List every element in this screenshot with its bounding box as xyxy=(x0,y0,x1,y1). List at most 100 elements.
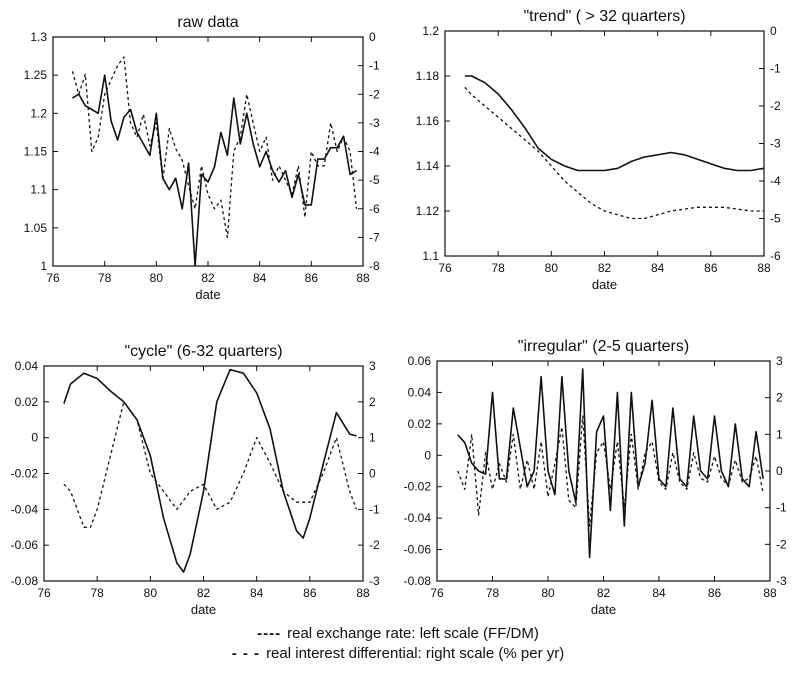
y-left-tick-label: 1.1 xyxy=(30,183,47,197)
x-tick-label: 78 xyxy=(98,271,112,285)
y-right-tick-label: -8 xyxy=(369,259,380,273)
legend-solid-line-symbol: ---- xyxy=(257,625,282,642)
x-tick-label: 88 xyxy=(356,586,370,600)
y-right-tick-label: -3 xyxy=(770,137,781,151)
y-left-tick-label: 1 xyxy=(40,259,47,273)
y-right-tick-label: 3 xyxy=(369,359,376,373)
chart-panel-4: "irregular" (2-5 quarters) 76 78 80 82 84 86 88… xyxy=(404,338,787,617)
legend-label-exchange-rate: real exchange rate: left scale (FF/DM) xyxy=(287,625,539,642)
x-tick-label: 80 xyxy=(144,586,158,600)
y-right-tick-label: 0 xyxy=(776,464,783,478)
chart-title: raw data xyxy=(177,14,238,31)
y-left-tick-label: 1.14 xyxy=(416,159,440,173)
x-tick-label: 80 xyxy=(541,586,555,600)
y-right-tick-label: -7 xyxy=(369,230,380,244)
y-right-tick-label: -2 xyxy=(776,537,787,551)
x-tick-label: 80 xyxy=(545,261,559,275)
y-right-tick-label: 3 xyxy=(776,354,783,368)
x-tick-label: 78 xyxy=(90,586,104,600)
chart-title: "irregular" (2-5 quarters) xyxy=(518,338,689,355)
plot-frame xyxy=(444,30,765,257)
x-tick-label: 82 xyxy=(201,271,215,285)
y-right-tick-label: -4 xyxy=(770,174,781,188)
x-tick-label: 82 xyxy=(197,586,211,600)
y-left-tick-label: 1.05 xyxy=(24,221,48,235)
y-left-tick-label: 0 xyxy=(424,448,431,462)
y-left-tick-label: -0.06 xyxy=(11,538,39,552)
y-left-tick-label: 0.04 xyxy=(408,385,432,399)
legend-item-interest-differential: - - - real interest differential: right s… xyxy=(0,644,796,664)
y-left-tick-label: 1.12 xyxy=(416,204,440,218)
y-left-tick-label: 0.02 xyxy=(408,417,432,431)
series-line-interest-differential xyxy=(457,415,764,527)
x-tick-label: 88 xyxy=(757,261,771,275)
y-right-tick-label: 2 xyxy=(776,391,783,405)
y-left-tick-label: 1.15 xyxy=(24,145,48,159)
x-tick-label: 86 xyxy=(305,271,319,285)
x-tick-label: 82 xyxy=(598,261,612,275)
plot-frame xyxy=(436,360,771,582)
y-right-tick-label: -5 xyxy=(770,212,781,226)
x-axis-label: date xyxy=(195,287,220,302)
chart-panel-2: "trend" ( > 32 quarters) 76 78 80 82 84 86 88 1.… xyxy=(416,8,781,292)
y-right-tick-label: 1 xyxy=(776,427,783,441)
chart-panel-3: "cycle" (6-32 quarters) 76 78 80 82 84 86 88 -0.… xyxy=(11,343,380,617)
series-line-interest-differential xyxy=(63,401,358,528)
figure-canvas: raw data 76 78 80 82 84 86 88 1 1.05 1.1 1.15 1.2 1.2… xyxy=(11,8,787,617)
x-tick-label: 86 xyxy=(704,261,718,275)
y-left-tick-label: -0.02 xyxy=(11,467,39,481)
y-left-tick-label: 1.25 xyxy=(24,68,48,82)
y-right-tick-label: -6 xyxy=(369,202,380,216)
y-right-tick-label: -3 xyxy=(369,116,380,130)
series-line-exchange-rate xyxy=(464,75,765,172)
y-left-tick-label: 0.04 xyxy=(15,359,39,373)
y-left-tick-label: 1.16 xyxy=(416,114,440,128)
y-left-tick-label: -0.04 xyxy=(11,502,39,516)
x-tick-label: 88 xyxy=(763,586,777,600)
x-tick-label: 84 xyxy=(253,271,267,285)
chart-title: "trend" ( > 32 quarters) xyxy=(523,8,685,25)
x-tick-label: 86 xyxy=(708,586,722,600)
plot-frame xyxy=(43,365,364,582)
x-tick-label: 80 xyxy=(150,271,164,285)
y-right-tick-label: 2 xyxy=(369,395,376,409)
series-line-exchange-rate xyxy=(71,74,357,267)
x-tick-label: 82 xyxy=(597,586,611,600)
y-left-tick-label: 1.2 xyxy=(422,24,439,38)
x-tick-label: 76 xyxy=(37,586,51,600)
x-tick-label: 76 xyxy=(438,261,452,275)
x-tick-label: 84 xyxy=(651,261,665,275)
legend-dashed-line-symbol: - - - xyxy=(231,645,261,662)
legend-label-interest-differential: real interest differential: right scale … xyxy=(266,645,565,662)
x-tick-label: 84 xyxy=(250,586,264,600)
legend-item-exchange-rate: ---- real exchange rate: left scale (FF/D… xyxy=(0,624,796,644)
y-right-tick-label: 0 xyxy=(369,30,376,44)
y-right-tick-label: -2 xyxy=(369,87,380,101)
y-left-tick-label: -0.06 xyxy=(404,543,432,557)
legend: ---- real exchange rate: left scale (FF/D… xyxy=(0,624,796,664)
x-axis-label: date xyxy=(191,602,216,617)
y-left-tick-label: 1.2 xyxy=(30,106,47,120)
y-left-tick-label: 0.06 xyxy=(408,354,432,368)
y-left-tick-label: -0.02 xyxy=(404,480,432,494)
x-tick-label: 76 xyxy=(430,586,444,600)
y-right-tick-label: -1 xyxy=(369,59,380,73)
y-right-tick-label: -1 xyxy=(770,62,781,76)
y-right-tick-label: -3 xyxy=(369,574,380,588)
series-line-exchange-rate xyxy=(63,368,357,573)
y-right-tick-label: 0 xyxy=(369,467,376,481)
x-tick-label: 86 xyxy=(303,586,317,600)
x-tick-label: 84 xyxy=(652,586,666,600)
y-right-tick-label: -4 xyxy=(369,145,380,159)
x-axis-label: date xyxy=(592,277,617,292)
x-tick-label: 88 xyxy=(356,271,370,285)
series-line-exchange-rate xyxy=(457,368,764,559)
x-axis-label: date xyxy=(591,602,616,617)
y-left-tick-label: -0.08 xyxy=(11,574,39,588)
y-left-tick-label: 1.18 xyxy=(416,69,440,83)
chart-title: "cycle" (6-32 quarters) xyxy=(124,343,282,360)
y-right-tick-label: -2 xyxy=(369,538,380,552)
y-left-tick-label: 1.3 xyxy=(30,30,47,44)
x-tick-label: 78 xyxy=(486,586,500,600)
y-right-tick-label: -1 xyxy=(369,502,380,516)
